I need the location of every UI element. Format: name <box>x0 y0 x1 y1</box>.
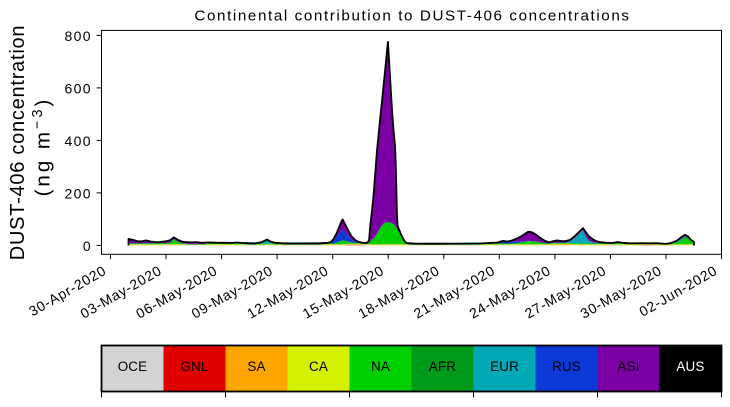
svg-text:Continental contribution to DU: Continental contribution to DUST-406 con… <box>194 8 630 25</box>
svg-text:0: 0 <box>83 238 92 254</box>
svg-text:600: 600 <box>64 80 92 96</box>
svg-text:RUS: RUS <box>552 359 581 374</box>
svg-text:SA: SA <box>247 359 265 374</box>
svg-text:CA: CA <box>309 359 328 374</box>
svg-text:OCE: OCE <box>118 359 148 374</box>
svg-text:ASI: ASI <box>617 359 639 374</box>
svg-text:AFR: AFR <box>429 359 457 374</box>
svg-text:GNL: GNL <box>180 359 208 374</box>
svg-text:NA: NA <box>371 359 390 374</box>
svg-text:800: 800 <box>64 28 92 44</box>
svg-text:AUS: AUS <box>676 359 704 374</box>
svg-text:EUR: EUR <box>490 359 519 374</box>
svg-text:DUST-406 concentration: DUST-406 concentration <box>7 25 29 261</box>
svg-text:400: 400 <box>64 133 92 149</box>
svg-text:200: 200 <box>64 185 92 201</box>
